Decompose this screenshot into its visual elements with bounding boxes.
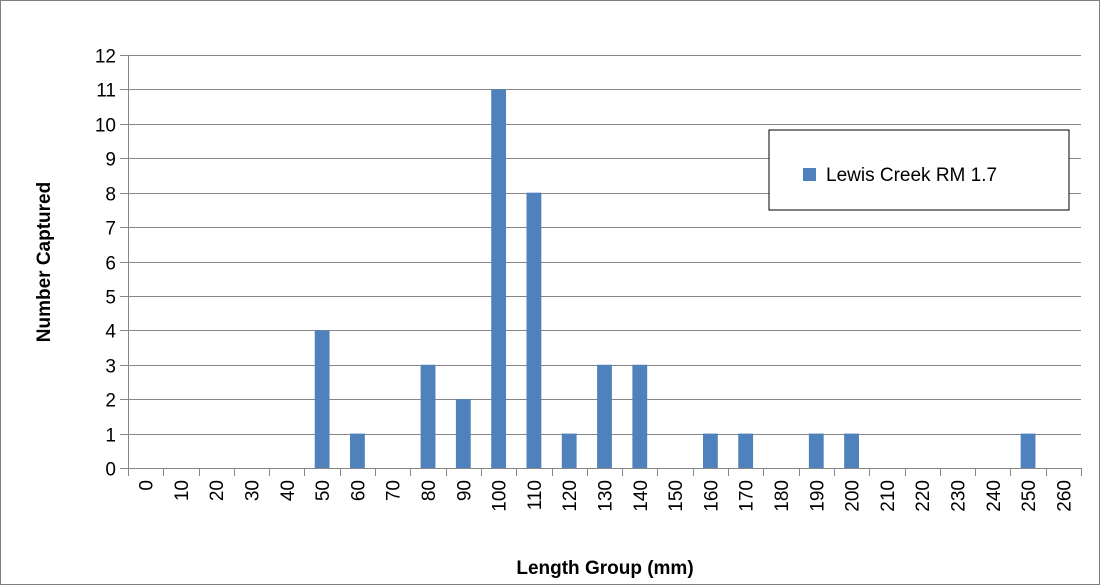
x-tick-label: 210 [878, 480, 899, 512]
legend: Lewis Creek RM 1.7 [768, 129, 1070, 211]
legend-swatch [803, 168, 816, 181]
bars [314, 89, 1036, 469]
x-tick-label: 70 [384, 480, 405, 501]
y-tick-label: 1 [105, 426, 116, 447]
bar-170 [738, 433, 754, 468]
x-tick-label: 160 [701, 480, 722, 512]
bar-200 [844, 433, 859, 468]
y-tick-label: 7 [105, 219, 116, 240]
x-tick-label: 180 [772, 480, 793, 512]
legend-label: Lewis Creek RM 1.7 [826, 165, 997, 186]
bar-50 [314, 330, 330, 468]
x-tick-label: 120 [560, 480, 581, 512]
y-tick-label: 10 [95, 116, 116, 137]
x-tick-label: 230 [949, 480, 970, 512]
y-tick-label: 3 [105, 357, 116, 378]
x-tick-label: 20 [207, 480, 228, 501]
bar-100 [491, 89, 507, 469]
x-tick-label: 240 [984, 480, 1005, 512]
y-tick-label: 6 [105, 254, 116, 275]
axes [128, 55, 1082, 476]
bar-110 [526, 192, 542, 469]
y-tick-label: 9 [105, 150, 116, 171]
x-tick-label: 130 [596, 480, 617, 512]
x-tick-label: 60 [348, 480, 369, 501]
y-tick-label: 11 [96, 81, 116, 102]
bar-80 [420, 364, 436, 468]
x-tick-label: 170 [737, 480, 758, 512]
bar-120 [561, 433, 577, 468]
x-tick-label: 90 [454, 480, 475, 501]
x-tick-label: 140 [631, 480, 652, 512]
x-tick-label: 10 [172, 480, 193, 501]
bar-250 [1020, 433, 1036, 468]
x-tick-label: 80 [419, 480, 440, 501]
x-tick-label: 250 [1019, 480, 1040, 512]
y-tick-label: 8 [105, 185, 116, 206]
x-tick-label: 220 [913, 480, 934, 512]
y-tick-label: 5 [105, 288, 116, 309]
y-tick-label: 12 [95, 47, 116, 68]
legend-box [768, 129, 1070, 211]
bar-190 [808, 433, 824, 468]
bar-140 [632, 364, 648, 468]
y-tick-label: 0 [105, 460, 116, 481]
x-axis-title: Length Group (mm) [516, 558, 693, 579]
x-tick-labels: 0 10 20 30 40 50 60 70 80 90 100 110 120 130 140 150 160… [137, 480, 1076, 512]
bar-90 [455, 399, 471, 468]
y-tick-label: 2 [105, 391, 116, 412]
x-tick-label: 200 [843, 480, 864, 512]
bar-130 [597, 364, 612, 468]
y-axis-title: Number Captured [34, 182, 55, 342]
bar-60 [350, 433, 365, 468]
x-tick-label: 150 [666, 480, 687, 512]
x-tick-label: 260 [1054, 480, 1075, 512]
bar-160 [702, 433, 718, 468]
x-tick-label: 190 [807, 480, 828, 512]
x-tick-label: 110 [525, 480, 546, 510]
x-tick-label: 30 [243, 480, 264, 501]
x-tick-label: 100 [490, 480, 511, 512]
y-tick-label: 4 [105, 322, 116, 343]
x-tick-label: 50 [313, 480, 334, 501]
x-tick-label: 40 [278, 480, 299, 501]
x-tick-label: 0 [137, 480, 158, 491]
